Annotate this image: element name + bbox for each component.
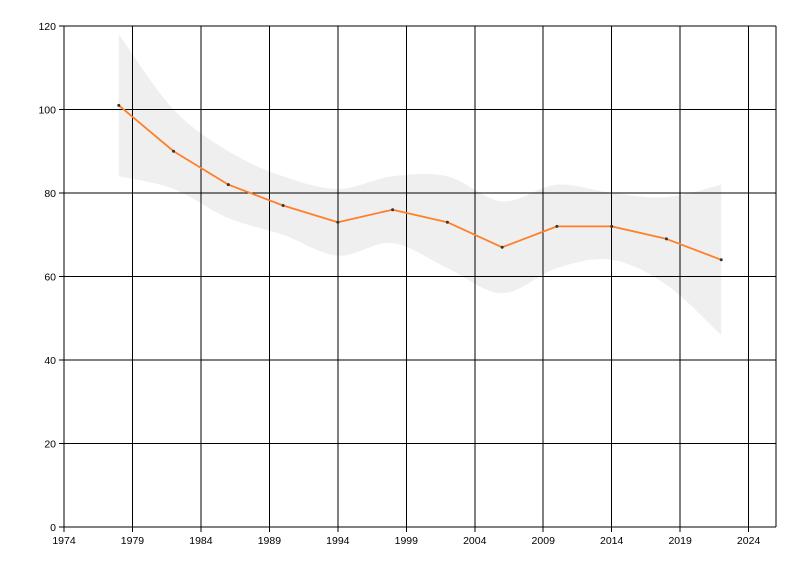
confidence-band (118, 34, 722, 335)
data-point (664, 237, 668, 241)
axes (59, 25, 776, 532)
x-tick-label: 2019 (668, 535, 692, 547)
data-point (500, 245, 504, 249)
x-tick-label: 1989 (258, 535, 282, 547)
x-tick-label: 2014 (600, 535, 624, 547)
series-layer (117, 103, 723, 262)
y-tick-label: 80 (44, 188, 56, 200)
x-tick-label: 1979 (121, 535, 145, 547)
tick-labels: 1974 1979 1984 1989 1994 1999 2004 2009 2014 2019… (38, 21, 760, 547)
x-tick-label: 1999 (395, 535, 419, 547)
x-tick-label: 2009 (532, 535, 556, 547)
data-point (610, 224, 614, 228)
data-point (391, 208, 395, 212)
x-tick-label: 1984 (189, 535, 213, 547)
x-tick-label: 1994 (326, 535, 350, 547)
data-point (719, 258, 723, 262)
y-tick-label: 0 (50, 522, 56, 534)
y-tick-label: 100 (38, 105, 56, 117)
confidence-band-layer (118, 34, 722, 335)
data-point (281, 204, 285, 208)
x-tick-label: 2004 (463, 535, 487, 547)
data-point (336, 220, 340, 224)
data-point (445, 220, 449, 224)
x-tick-label: 2024 (737, 535, 761, 547)
y-tick-label: 120 (38, 21, 56, 33)
series-line (118, 104, 722, 261)
y-tick-label: 40 (44, 355, 56, 367)
data-point (555, 224, 559, 228)
data-point (226, 183, 230, 187)
y-tick-label: 20 (44, 439, 56, 451)
y-tick-label: 60 (44, 272, 56, 284)
data-point (117, 103, 121, 107)
gridlines (64, 25, 777, 527)
x-tick-label: 1974 (52, 535, 76, 547)
data-point (172, 149, 176, 153)
